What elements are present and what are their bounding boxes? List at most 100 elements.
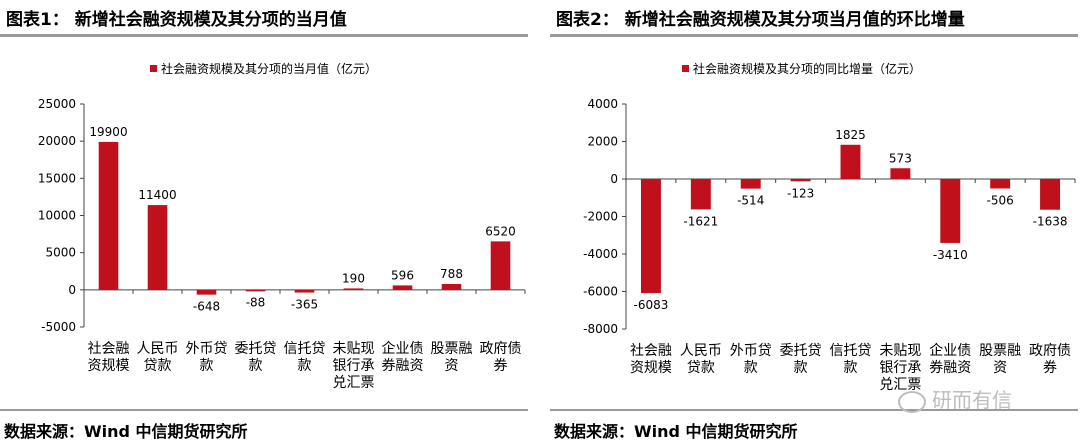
chart-2-category-label: 人民币 [680,343,722,359]
chart-1-legend-swatch [150,65,157,72]
chart-2-legend-label: 社会融资规模及其分项的同比增量（亿元） [693,62,922,76]
chart-2-value-label: -506 [987,193,1014,207]
chart-1-title: 图表1： 新增社会融资规模及其分项的当月值 [6,10,347,30]
chart-2-bar [740,179,761,189]
chart-2-y-tick-label: -8000 [583,322,618,336]
chart-1-bar [490,241,511,290]
chart-2-y-tick-label: -2000 [583,210,618,224]
chart-1-top-rule [0,34,528,37]
chart-1-category-label: 资规模 [88,358,130,374]
chart-1-y-tick-label: 10000 [38,209,76,223]
chart-1-category-label: 企业债 [382,340,424,357]
chart-1-category-label: 款 [298,358,312,374]
chart-2-category-label: 款 [744,360,758,376]
chart-panel-1: 图表1： 新增社会融资规模及其分项的当月值 社会融资规模及其分项的当月值（亿元）… [0,0,530,443]
chart-2-bottom-rule [550,409,1078,411]
chart-2-category-label: 贷款 [687,360,715,376]
chart-2-bar [790,179,811,182]
chart-2-category-label: 社会融 [630,343,672,359]
chart-2-y-tick-label: 4000 [587,97,618,111]
chart-1-category-label: 政府债 [480,341,522,357]
chart-2-value-label: -3410 [933,248,968,262]
chart-1-category-label: 兑汇票 [333,375,375,391]
chart-1-category-label: 资 [445,358,459,374]
chart-2-category-label: 资规模 [630,360,672,376]
chart-1-category-label: 股票融 [431,341,473,357]
chart-2-category-label: 款 [844,360,858,376]
chart-2-bar [990,179,1011,189]
chart-2-y-tick-label: -4000 [583,247,618,261]
chart-2-category-label: 券 [1043,360,1057,376]
chart-1-value-label: 596 [391,268,414,282]
chart-1-bar [245,289,266,292]
chart-2-value-label: -514 [737,194,764,208]
watermark-text: 研而有信 [932,388,1012,412]
chart-1-category-label: 未贴现 [333,341,375,357]
chart-2-category-label: 兑汇票 [879,377,921,393]
chart-1-category-label: 外币贷 [186,341,228,357]
wechat-icon [898,390,926,413]
chart-2-plot: -8000 -6000 -4000 -2000 0 2000 4000 -6083 社会融资规模… [583,97,1076,393]
chart-2-category-label: 银行承 [879,360,921,376]
chart-1-value-label: 788 [440,267,463,281]
chart-1-y-tick-label: -5000 [41,320,76,334]
chart-2-category-label: 外币贷 [730,343,772,359]
chart-1-y-tick-label: 15000 [38,171,76,185]
chart-1-value-label: -88 [246,295,266,309]
chart-1-plot: -5000 0 5000 10000 15000 20000 25000 19900 社会融资规… [38,97,526,391]
chart-1-value-label: 6520 [485,224,516,238]
chart-2-category-label: 委托贷 [780,343,822,359]
chart-1-bar [294,289,315,293]
chart-1-legend-label: 社会融资规模及其分项的当月值（亿元） [161,62,378,76]
chart-2-value-label: -1621 [683,214,718,228]
chart-2-title: 图表2： 新增社会融资规模及其分项当月值的环比增量 [556,10,965,30]
chart-1-y-tick-label: 5000 [45,246,76,260]
chart-1-source: 数据来源：Wind 中信期货研究所 [4,422,248,441]
chart-2-category-label: 券融资 [929,360,971,376]
chart-2-y-tick-label: -6000 [583,285,618,299]
chart-2-y-tick-label: 0 [610,172,618,186]
chart-2-legend-swatch [682,65,689,72]
chart-2-category-label: 资 [993,360,1007,376]
chart-1-y-tick-label: 0 [68,283,76,297]
chart-2-category-label: 信托贷 [830,343,872,359]
chart-1-value-label: 11400 [138,188,176,202]
chart-2-bar [890,168,911,179]
chart-1-category-label: 人民币 [137,341,179,357]
chart-1-bar [147,205,168,290]
chart-2-category-label: 政府债 [1029,343,1071,359]
chart-1-category-label: 款 [200,358,214,374]
chart-panel-2: 图表2： 新增社会融资规模及其分项当月值的环比增量 社会融资规模及其分项的同比增… [550,0,1080,443]
chart-1-category-label: 券 [494,358,508,374]
chart-2-value-label: 1825 [835,128,866,142]
chart-1-category-label: 委托贷 [235,341,277,357]
chart-1-category-label: 款 [249,358,263,374]
chart-2-top-rule [550,34,1078,37]
chart-2-category-label: 款 [794,360,808,376]
chart-2-bar [940,179,961,243]
chart-1-value-label: 19900 [89,125,127,139]
chart-1-legend: 社会融资规模及其分项的当月值（亿元） [150,60,377,76]
chart-2-value-label: 573 [889,151,912,165]
chart-2-value-label: -1638 [1033,215,1068,229]
chart-1-bar [343,288,364,290]
chart-1-bar [98,141,119,290]
chart-2-legend: 社会融资规模及其分项的同比增量（亿元） [682,60,921,76]
chart-2-category-label: 股票融 [979,343,1021,359]
chart-1-bar [392,285,413,290]
chart-2-source: 数据来源：Wind 中信期货研究所 [554,422,798,441]
chart-2-bar [1040,179,1061,210]
chart-2-category-label: 未贴现 [879,343,921,359]
chart-2-value-label: -123 [787,186,814,200]
chart-2-bar [690,179,711,210]
chart-2-value-label: -6083 [634,298,669,312]
chart-1-value-label: 190 [342,271,365,285]
chart-1-bar [196,289,217,295]
chart-2-category-label: 企业债 [929,342,971,359]
chart-1-category-label: 券融资 [382,358,424,374]
chart-1-category-label: 贷款 [144,358,172,374]
chart-1-value-label: -648 [193,300,220,314]
chart-1-bar [441,283,462,290]
chart-1-y-tick-label: 25000 [38,97,76,111]
chart-2-bar [840,144,861,179]
